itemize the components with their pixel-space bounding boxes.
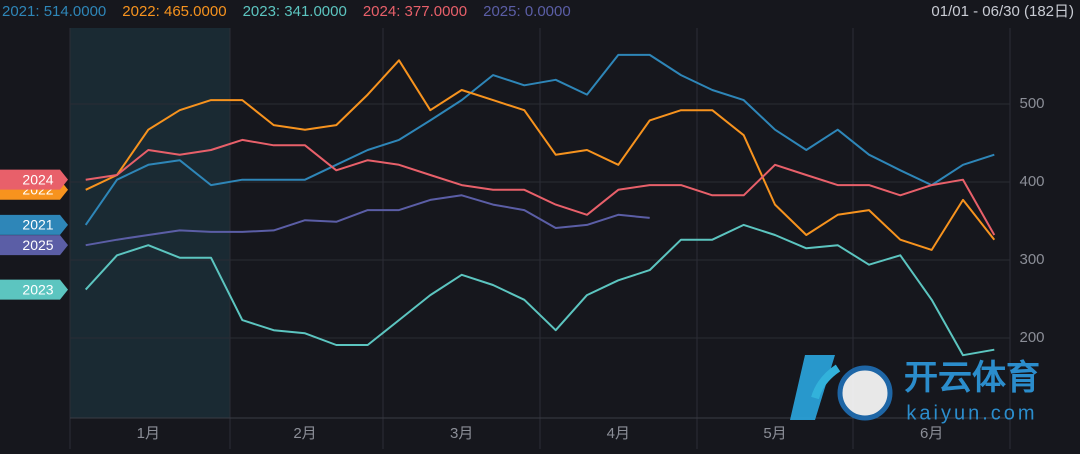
series-tag: [0, 235, 68, 256]
x-tick-label: 1月: [137, 425, 160, 442]
logo-ball: [837, 365, 893, 421]
x-tick-label: 4月: [607, 425, 630, 442]
x-tick-label: 3月: [450, 425, 473, 442]
legend-entry: 2024: 377.0000: [363, 3, 467, 20]
watermark: 开云体育 kaiyun.com: [790, 355, 1040, 424]
y-tick-label: 200: [1019, 329, 1044, 346]
highlight-band: [70, 28, 230, 418]
y-tick-label: 300: [1019, 251, 1044, 268]
logo-k: [790, 355, 835, 420]
x-tick-label: 6月: [920, 425, 943, 442]
series-line: [84, 53, 995, 226]
watermark-subtitle: kaiyun.com: [906, 402, 1037, 424]
x-tick-label: 2月: [293, 425, 316, 442]
series-line: [84, 223, 995, 357]
series-tag-label: 2023: [22, 281, 53, 297]
watermark-title: 开云体育: [904, 359, 1040, 397]
series-tag-label: 2021: [22, 217, 53, 233]
legend-entry: 2023: 341.0000: [243, 3, 347, 20]
series-tag: [0, 169, 68, 190]
legend-entry: 2021: 514.0000: [2, 3, 106, 20]
legend-entry: 2025: 0.0000: [483, 3, 571, 20]
series-tag-label: 2025: [22, 237, 53, 253]
series-line: [85, 138, 996, 236]
range-label: 01/01 - 06/30 (182日): [931, 3, 1074, 20]
series-line: [85, 194, 650, 247]
series-tag-label: 2024: [22, 171, 53, 187]
y-tick-label: 400: [1019, 173, 1044, 190]
series-tag: [0, 279, 68, 300]
legend-entry: 2022: 465.0000: [122, 3, 226, 20]
logo-k-arm: [811, 364, 841, 400]
series-line: [85, 59, 996, 251]
series-tag: [0, 214, 68, 235]
x-tick-label: 5月: [763, 425, 786, 442]
y-tick-label: 500: [1019, 95, 1044, 112]
